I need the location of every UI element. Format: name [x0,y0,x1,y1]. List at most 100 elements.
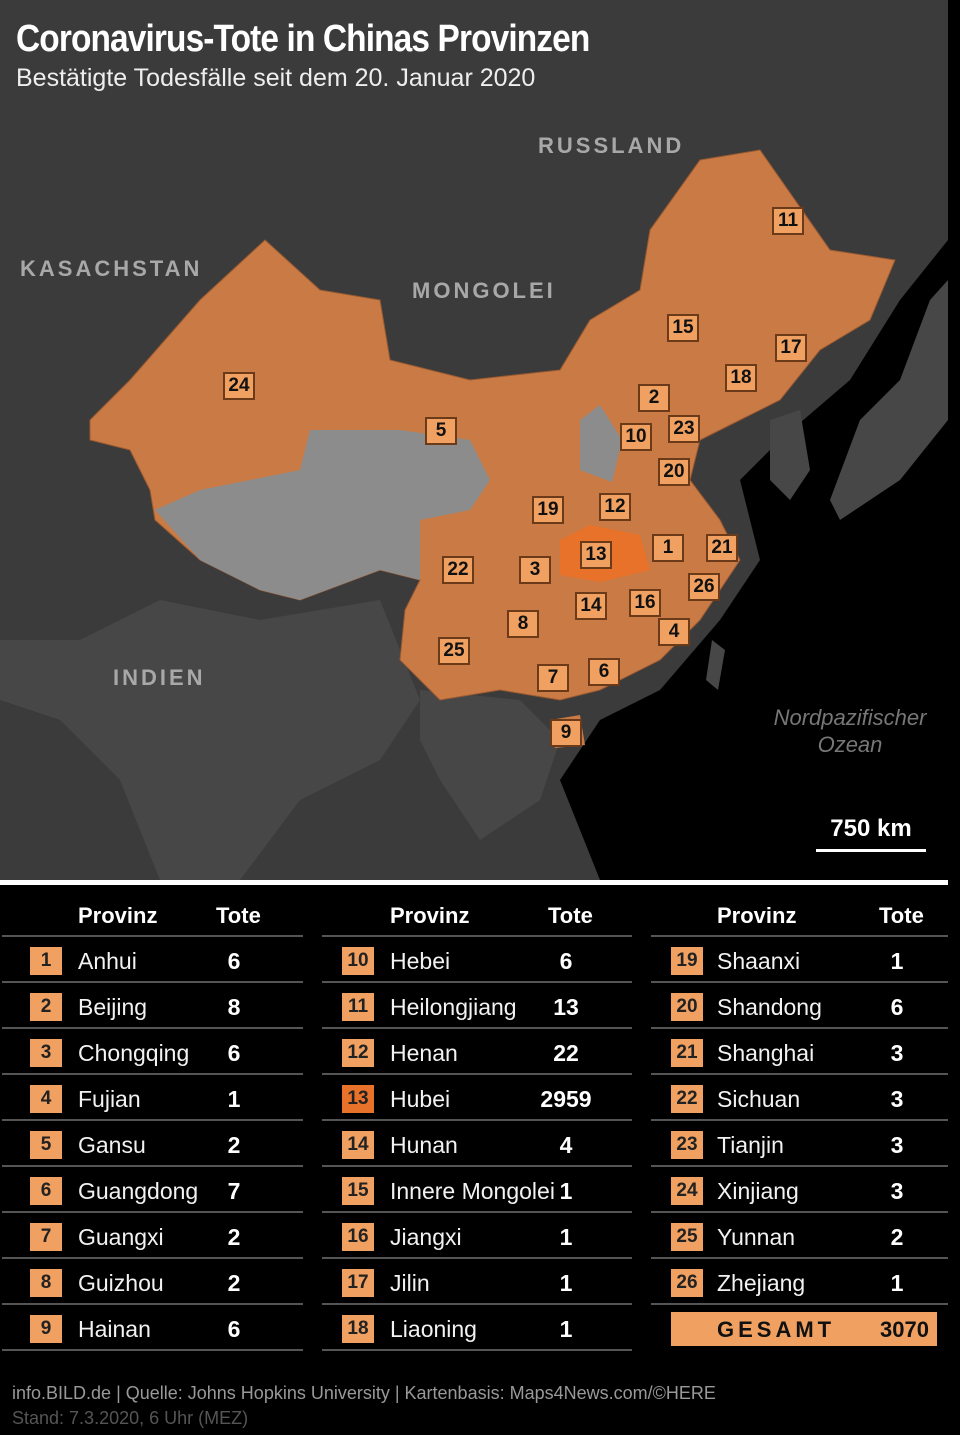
map-marker-18: 18 [725,364,757,392]
row-deaths: 7 [227,1178,241,1204]
row-number-badge: 5 [30,1131,62,1159]
row-number-badge: 23 [671,1131,703,1159]
row-province: Liaoning [390,1316,477,1342]
row-province: Henan [390,1040,458,1066]
map-marker-19: 19 [532,496,564,524]
table-row: 25 Yunnan 2 [651,1213,948,1259]
row-deaths: 2 [227,1224,241,1250]
row-province: Innere Mongolei [390,1178,555,1204]
table-row: 19 Shaanxi 1 [651,937,948,983]
map-marker-17: 17 [775,334,807,362]
row-number-badge: 8 [30,1269,62,1297]
footer-stand: Stand: 7.3.2020, 6 Uhr (MEZ) [12,1408,249,1428]
map-marker-25: 25 [438,637,470,665]
row-number-badge: 11 [342,993,374,1021]
table-row: 17 Jilin 1 [322,1259,632,1305]
scale-bar: 750 km [816,815,926,852]
label-mongolei: MONGOLEI [412,278,556,303]
map-marker-11: 11 [772,207,804,235]
map-marker-23: 23 [668,415,700,443]
map-marker-1: 1 [652,534,684,562]
table-row: 10 Hebei 6 [322,937,632,983]
row-number-badge: 15 [342,1177,374,1205]
region-no-deaths-tibet-qinghai [155,430,490,600]
map-marker-20: 20 [658,458,690,486]
row-deaths: 2 [890,1224,904,1250]
row-deaths: 2959 [540,1086,592,1112]
map-marker-6: 6 [588,658,620,686]
row-number-badge: 21 [671,1039,703,1067]
map-marker-5: 5 [425,417,457,445]
row-number-badge: 25 [671,1223,703,1251]
map-marker-22: 22 [442,556,474,584]
row-number-badge: 1 [30,947,62,975]
row-deaths: 13 [553,994,579,1020]
row-deaths: 3 [890,1178,904,1204]
row-province: Zhejiang [717,1270,806,1296]
row-number-badge: 26 [671,1269,703,1297]
table-row: 23 Tianjin 3 [651,1121,948,1167]
row-deaths: 1 [890,948,904,974]
ocean-line-2: Ozean [817,732,883,757]
row-number-badge: 20 [671,993,703,1021]
row-number-badge: 3 [30,1039,62,1067]
table-column-3: Provinz Tote 19 Shaanxi 1 20 Shandong 6 21 Shangh… [651,895,948,1305]
total-value: 3070 [880,1317,929,1342]
row-deaths: 3 [890,1086,904,1112]
table-row: 3 Chongqing 6 [2,1029,303,1075]
row-province: Fujian [78,1086,141,1112]
row-deaths: 22 [553,1040,579,1066]
row-province: Hunan [390,1132,458,1158]
row-deaths: 6 [559,948,573,974]
row-number-badge: 14 [342,1131,374,1159]
row-number-badge: 19 [671,947,703,975]
table-header: Provinz Tote [651,895,948,937]
row-province: Shaanxi [717,948,801,974]
table-row: 11 Heilongjiang 13 [322,983,632,1029]
row-number-badge: 16 [342,1223,374,1251]
row-province: Guangdong [78,1178,199,1204]
row-number-badge: 7 [30,1223,62,1251]
island-taiwan [706,640,725,690]
table-row: 7 Guangxi 2 [2,1213,303,1259]
table-row: 9 Hainan 6 [2,1305,303,1351]
table-row: 20 Shandong 6 [651,983,948,1029]
map-marker-3: 3 [519,556,551,584]
table-column-1: Provinz Tote 1 Anhui 6 2 Beijing 8 3 Chongqing 6 4 F… [2,895,303,1351]
region-no-deaths-shanxi [580,405,622,482]
land-india [0,600,420,880]
row-province: Chongqing [78,1040,190,1066]
table-row: 6 Guangdong 7 [2,1167,303,1213]
table-header: Provinz Tote [2,895,303,937]
row-number-badge: 22 [671,1085,703,1113]
map-marker-24: 24 [223,372,255,400]
row-province: Guizhou [78,1270,164,1296]
row-deaths: 3 [890,1132,904,1158]
header-province: Provinz [717,903,797,928]
map-shapes [0,149,948,880]
row-deaths: 1 [559,1178,573,1204]
table-row: 5 Gansu 2 [2,1121,303,1167]
table-row: 18 Liaoning 1 [322,1305,632,1351]
table-row: 4 Fujian 1 [2,1075,303,1121]
map-marker-9: 9 [550,719,582,747]
map-marker-26: 26 [688,573,720,601]
row-province: Xinjiang [717,1178,799,1204]
table-row: 8 Guizhou 2 [2,1259,303,1305]
header-deaths: Tote [879,903,924,928]
label-kasachstan: KASACHSTAN [20,256,203,281]
page-title: Coronavirus-Tote in Chinas Provinzen [16,18,590,60]
row-province: Beijing [78,994,148,1020]
total-row: GESAMT 3070 [671,1312,937,1346]
map-marker-14: 14 [575,592,607,620]
map-marker-2: 2 [638,384,670,412]
table-row: 1 Anhui 6 [2,937,303,983]
row-province: Shanghai [717,1040,815,1066]
land-southeast-asia [420,690,560,840]
row-deaths: 4 [559,1132,573,1158]
label-indien: INDIEN [113,665,206,690]
map-marker-16: 16 [629,589,661,617]
table-row: 16 Jiangxi 1 [322,1213,632,1259]
row-number-badge: 12 [342,1039,374,1067]
row-number-badge: 10 [342,947,374,975]
